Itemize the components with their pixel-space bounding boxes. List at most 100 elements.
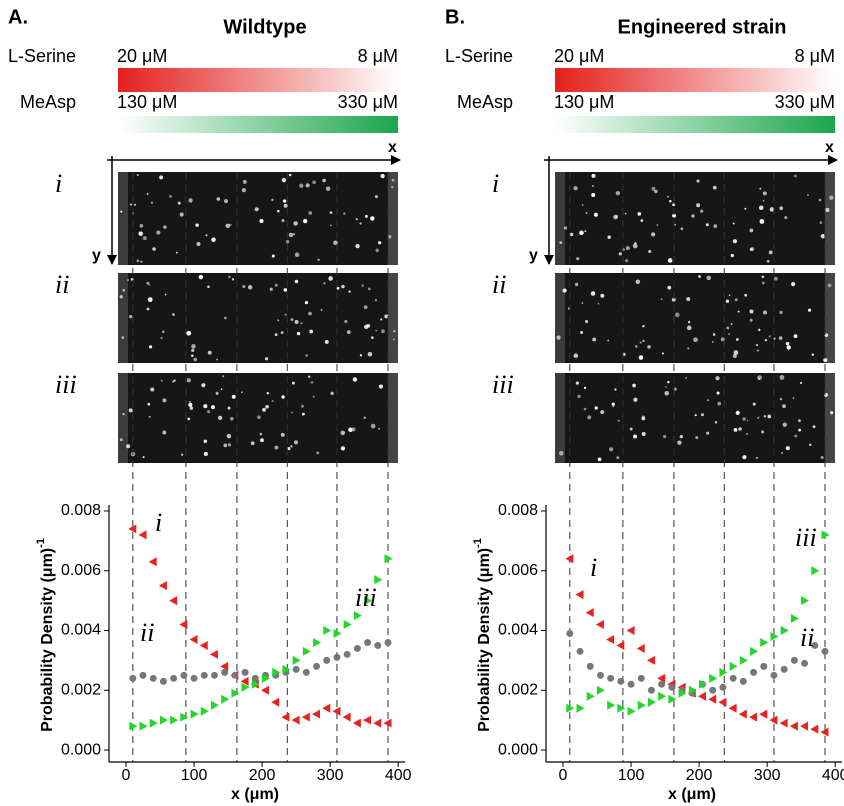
cell-speckle [330, 224, 332, 227]
cell-speckle [778, 336, 783, 340]
point [606, 634, 615, 644]
cell-speckle [616, 456, 620, 460]
microscopy-image [555, 373, 835, 463]
point [240, 676, 249, 686]
cell-speckle [247, 285, 253, 290]
y-axis-label-main: Probability Density (μm) [476, 548, 493, 732]
cell-speckle [745, 433, 749, 436]
cell-speckle [285, 239, 290, 244]
cell-speckle [220, 388, 223, 391]
panel-label: B. [445, 6, 465, 28]
cell-speckle [749, 228, 754, 233]
point [739, 655, 748, 665]
point [576, 703, 585, 713]
point [180, 712, 189, 722]
cell-speckle [791, 282, 796, 287]
point [699, 679, 708, 689]
y-arrow-label: y [529, 247, 538, 264]
cell-speckle [223, 443, 228, 448]
cell-speckle [333, 240, 338, 246]
point [789, 721, 798, 731]
cell-speckle [587, 415, 592, 420]
point [170, 715, 179, 725]
point [596, 671, 604, 679]
cell-speckle [374, 299, 378, 302]
cell-speckle [640, 219, 644, 222]
cell-speckle [228, 275, 231, 279]
point [302, 668, 310, 676]
point [322, 703, 331, 713]
point [729, 674, 737, 682]
gradient-bar [118, 116, 398, 133]
cell-speckle [759, 187, 762, 190]
cell-speckle [717, 401, 722, 406]
cell-speckle [139, 224, 144, 228]
point [616, 640, 625, 650]
point [719, 667, 728, 677]
channel-edge [388, 172, 398, 265]
cell-speckle [277, 209, 280, 213]
point [199, 640, 208, 650]
cell-speckle [146, 193, 149, 195]
point [272, 667, 281, 677]
point [364, 638, 372, 646]
gradient-end-label: 8 μM [358, 46, 398, 66]
gradient-end-label: 330 μM [775, 92, 835, 112]
cell-speckle [632, 243, 638, 249]
cell-speckle [792, 397, 795, 399]
cell-speckle [785, 446, 790, 451]
cell-speckle [260, 438, 264, 443]
cell-speckle [671, 297, 676, 302]
cell-speckle [750, 246, 755, 252]
cell-speckle [287, 446, 291, 451]
point [658, 680, 666, 688]
cell-speckle [274, 283, 278, 287]
cell-speckle [355, 218, 358, 221]
cell-speckle [698, 275, 701, 278]
point [576, 647, 584, 655]
cell-speckle [227, 406, 231, 410]
point [698, 691, 707, 701]
cell-speckle [794, 434, 798, 438]
cell-speckle [742, 455, 747, 460]
cell-speckle [820, 455, 824, 460]
gradient-name: MeAsp [20, 92, 76, 112]
cell-speckle [707, 399, 710, 402]
point [708, 694, 717, 704]
x-tick-label: 100 [618, 767, 645, 784]
cell-speckle [133, 203, 137, 206]
cell-speckle [299, 183, 304, 188]
point [180, 671, 188, 679]
y-tick-label: 0.008 [61, 502, 101, 519]
point [668, 694, 677, 704]
cell-speckle [225, 223, 230, 229]
point [566, 703, 575, 713]
cell-speckle [359, 222, 362, 225]
cell-speckle [173, 379, 176, 382]
cell-speckle [274, 445, 279, 450]
cell-speckle [585, 212, 588, 214]
gradient-end-label: 8 μM [795, 46, 835, 66]
cell-speckle [308, 375, 311, 378]
cell-speckle [651, 186, 656, 191]
cell-speckle [191, 348, 195, 353]
cell-speckle [186, 330, 192, 336]
point [262, 673, 271, 683]
point [241, 668, 249, 676]
cell-speckle [370, 423, 376, 429]
cell-speckle [696, 179, 700, 183]
cell-speckle [773, 337, 776, 340]
cell-speckle [752, 402, 756, 406]
cell-speckle [374, 195, 378, 199]
cell-speckle [296, 331, 301, 336]
cell-speckle [823, 357, 828, 363]
cell-speckle [695, 436, 699, 440]
channel-edge [118, 373, 128, 463]
cell-speckle [818, 198, 822, 202]
cell-speckle [363, 305, 368, 309]
cell-speckle [734, 298, 738, 302]
cell-speckle [160, 379, 163, 382]
point [811, 641, 819, 649]
point [627, 706, 636, 716]
y-tick-label: 0.004 [498, 622, 538, 639]
